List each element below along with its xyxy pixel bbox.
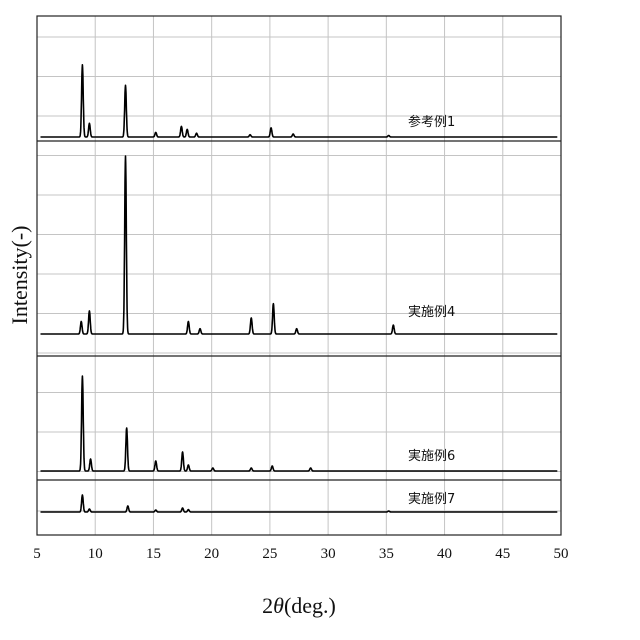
x-tick-label: 10 (88, 546, 103, 562)
x-tick-label: 15 (146, 546, 161, 562)
series-label-2: 実施例4 (408, 304, 455, 320)
x-tick-label: 5 (33, 546, 41, 562)
gridlines (37, 16, 561, 535)
x-tick-label: 20 (204, 546, 219, 562)
series-label-1: 参考例1 (408, 114, 455, 130)
x-tick-label: 25 (262, 546, 277, 562)
series-label-4: 実施例7 (408, 491, 455, 507)
x-tick-label: 45 (495, 546, 510, 562)
x-axis-title-theta: θ (273, 593, 284, 618)
diffraction-patterns (41, 65, 558, 512)
y-axis-title: Intensity(-) (7, 226, 32, 325)
x-axis-title-prefix: 2 (262, 593, 273, 618)
pattern-trace-4 (41, 495, 558, 512)
pattern-trace-3 (41, 376, 558, 471)
x-tick-label: 35 (379, 546, 394, 562)
pattern-trace-2 (41, 156, 558, 334)
panel-separators (37, 141, 561, 480)
x-axis-title: 2θ(deg.) (262, 593, 336, 618)
x-tick-label: 40 (437, 546, 452, 562)
x-tick-label: 50 (554, 546, 569, 562)
x-tick-labels: 5 10 15 20 25 30 35 40 45 50 (33, 546, 568, 562)
plot-frame (37, 16, 561, 535)
x-axis-title-unit: (deg.) (284, 593, 336, 618)
pattern-trace-1 (41, 65, 558, 137)
series-labels: 参考例1 実施例4 実施例6 実施例7 (408, 114, 455, 507)
x-tick-label: 30 (321, 546, 336, 562)
series-label-3: 実施例6 (408, 448, 455, 464)
